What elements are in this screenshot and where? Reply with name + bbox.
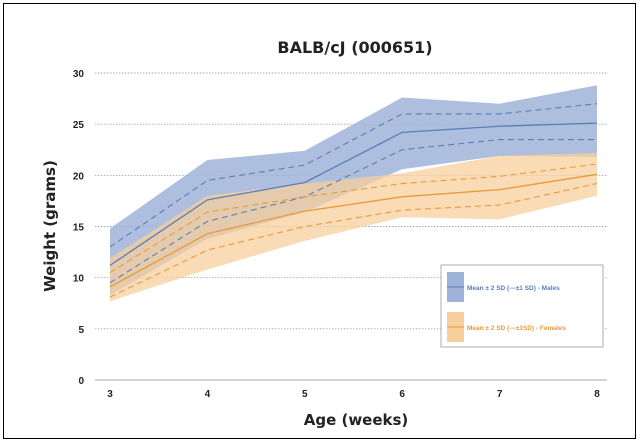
y-axis-label: Weight (grams): [41, 160, 59, 292]
x-tick-label: 4: [205, 389, 211, 400]
legend-box: [440, 264, 604, 348]
male-mean-line: [109, 122, 598, 266]
x-tick-label: 8: [594, 389, 600, 400]
legend: Mean ± 2 SD (---±1 SD) - Males Mean ± 2 …: [440, 264, 604, 348]
female-minus1sd-line: [109, 182, 598, 298]
x-tick-label: 6: [399, 389, 405, 400]
x-tick-labels: 3 4 5 6 7 8: [107, 389, 600, 400]
y-tick-label: 20: [73, 171, 85, 182]
x-tick-label: 7: [497, 389, 503, 400]
x-axis-label: Age (weeks): [304, 411, 409, 429]
female-mean-line: [109, 173, 598, 288]
x-tick-label: 5: [302, 389, 308, 400]
y-tick-label: 25: [73, 120, 85, 131]
chart-title: BALB/cJ (000651): [277, 38, 432, 57]
female-plus1sd-line: [109, 163, 598, 274]
x-tick-label: 3: [107, 389, 113, 400]
series-lines: [109, 103, 598, 298]
y-tick-label: 5: [78, 325, 84, 336]
male-plus1sd-line: [109, 103, 598, 248]
y-tick-labels: 0 5 10 15 20 25 30: [73, 69, 85, 387]
y-tick-label: 30: [73, 69, 85, 80]
male-minus1sd-line: [109, 138, 597, 284]
legend-female-label: Mean ± 2 SD (---±1SD) - Females: [467, 325, 566, 332]
legend-male-label: Mean ± 2 SD (---±1 SD) - Males: [467, 285, 560, 292]
y-tick-label: 0: [78, 376, 84, 387]
female-sd2-band: [110, 152, 597, 302]
y-tick-label: 15: [73, 223, 85, 234]
y-tick-label: 10: [73, 274, 85, 285]
